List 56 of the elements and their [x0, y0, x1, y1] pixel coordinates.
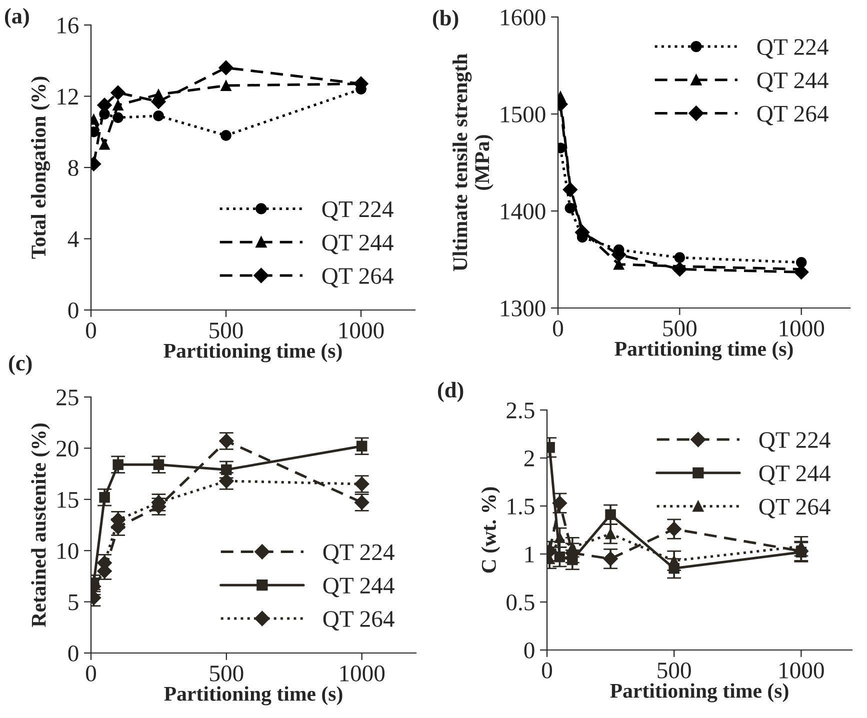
x-tick-label: 500	[210, 322, 243, 338]
y-axis-title: C (wt. %)	[481, 487, 500, 573]
text: (c)	[8, 354, 32, 376]
y-tick-label: 12	[58, 88, 78, 104]
y-tick-label: 0.5	[506, 594, 534, 611]
y-tick-label: 1300	[501, 300, 546, 316]
legend-label: QT 244	[759, 466, 830, 485]
y-tick-label: 10	[58, 543, 78, 560]
y-axis-title: Retained austenite (%)	[31, 423, 50, 628]
legend-label: QT 264	[757, 106, 828, 126]
y-tick-label: 5	[68, 594, 78, 610]
text: (d)	[438, 382, 464, 402]
y-tick-label: 25	[56, 390, 78, 406]
legend-label: QT 244	[323, 578, 394, 598]
legend-label: QT 224	[322, 201, 394, 221]
legend-label: QT 264	[323, 611, 394, 631]
legend-label: QT 244	[322, 234, 394, 254]
legend-label: QT 264	[759, 498, 830, 518]
y-tick-label: 0	[524, 642, 534, 658]
x-tick-label: 1000	[339, 322, 384, 338]
y-tick-label: 20	[56, 440, 78, 457]
y-tick-label: 1400	[501, 203, 546, 220]
y-tick-label: 8	[68, 160, 78, 176]
x-tick-label: 0	[86, 322, 96, 338]
y-tick-label: 16	[58, 18, 78, 34]
legend-label: QT 224	[757, 39, 828, 59]
y-tick-label: 1.5	[508, 498, 534, 515]
y-axis-title: Ultimate tensile strength (MPa)	[452, 54, 494, 272]
legend-label: QT 224	[323, 544, 394, 564]
y-tick-label: 0	[68, 302, 78, 318]
y-tick-label: 4	[68, 231, 79, 247]
legend-label: QT 264	[322, 268, 394, 288]
x-tick-label: 0	[86, 665, 96, 682]
x-tick-label: 500	[210, 665, 244, 682]
legend-label: QT 244	[757, 72, 828, 92]
y-tick-label: 15	[58, 492, 78, 508]
y-tick-label: 2.5	[506, 402, 534, 419]
x-tick-label: 0	[552, 320, 564, 336]
text: (a)	[4, 8, 29, 28]
x-tick-label: 1000	[780, 662, 824, 678]
x-axis-title: Partitioning time (s)	[164, 343, 342, 362]
y-axis-title: Total elongation (%)	[30, 76, 50, 259]
y-tick-label: 0	[68, 645, 78, 662]
x-axis-title: Partitioning time (s)	[614, 341, 793, 360]
x-tick-label: 1000	[340, 665, 385, 682]
x-axis-title: Partitioning time (s)	[164, 686, 342, 706]
legend-label: QT 224	[759, 432, 830, 452]
x-axis-title: Partitioning time (s)	[610, 683, 788, 702]
y-tick-label: 1	[525, 546, 534, 562]
x-tick-label: 500	[658, 662, 691, 678]
x-tick-label: 1000	[780, 320, 824, 336]
text: (b)	[432, 10, 458, 30]
y-tick-label: 2	[524, 450, 534, 466]
y-tick-label: 1500	[501, 106, 546, 122]
x-tick-label: 500	[663, 320, 696, 336]
y-tick-label: 1600	[501, 9, 546, 26]
